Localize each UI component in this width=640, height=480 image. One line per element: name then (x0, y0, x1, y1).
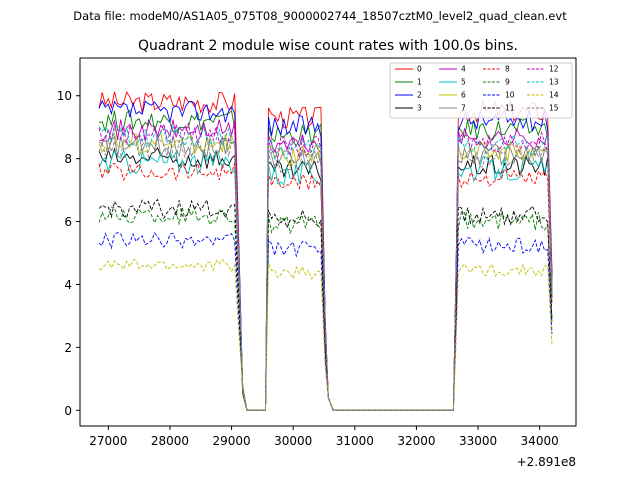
y-tick-label: 6 (64, 215, 72, 229)
series-line-12 (98, 121, 553, 411)
chart-title: Quadrant 2 module wise count rates with … (138, 38, 518, 54)
x-tick-label: 31000 (336, 434, 374, 448)
legend-label-3: 3 (417, 104, 422, 113)
x-axis: 27000 28000 29000 30000 31000 32000 33000 34000 (89, 426, 559, 448)
y-tick-label: 0 (64, 404, 72, 418)
series-line-14 (98, 258, 553, 411)
legend-label-7: 7 (461, 104, 466, 113)
legend-label-0: 0 (417, 65, 422, 74)
legend-label-5: 5 (461, 78, 466, 87)
legend-box (389, 62, 573, 119)
legend-label-15: 15 (549, 104, 559, 113)
series-line-15 (98, 137, 553, 411)
x-tick-label: 33000 (459, 434, 497, 448)
figure-suptitle: Data file: modeM0/AS1A05_075T08_90000027… (73, 9, 567, 23)
y-axis: 0 2 4 6 8 10 (57, 89, 80, 418)
x-tick-label: 27000 (89, 434, 127, 448)
x-tick-label: 32000 (397, 434, 435, 448)
series-line-13 (98, 125, 553, 411)
series-line-11 (98, 198, 553, 411)
legend-label-1: 1 (417, 78, 422, 87)
series-line-8 (98, 162, 553, 411)
series-line-10 (98, 232, 553, 411)
legend-label-9: 9 (505, 78, 510, 87)
legend-label-10: 10 (505, 91, 515, 100)
y-tick-label: 10 (57, 89, 72, 103)
legend-label-11: 11 (505, 104, 515, 113)
y-tick-label: 8 (64, 152, 72, 166)
series-line-7 (98, 134, 553, 411)
legend-label-6: 6 (461, 91, 466, 100)
plot-lines (98, 91, 553, 411)
x-tick-label: 29000 (212, 434, 250, 448)
y-tick-label: 4 (64, 278, 72, 292)
series-line-9 (98, 206, 553, 411)
series-line-5 (98, 149, 553, 411)
x-tick-label: 34000 (521, 434, 559, 448)
series-line-4 (99, 118, 553, 411)
x-tick-label: 30000 (274, 434, 312, 448)
x-offset-text: +2.891e8 (517, 455, 576, 469)
legend-label-12: 12 (549, 65, 559, 74)
legend-label-13: 13 (549, 78, 559, 87)
legend-label-14: 14 (549, 91, 559, 100)
axes-frame (79, 57, 577, 427)
legend-label-8: 8 (505, 65, 510, 74)
y-tick-label: 2 (64, 341, 72, 355)
legend-label-4: 4 (461, 65, 466, 74)
x-tick-label: 28000 (151, 434, 189, 448)
legend-label-2: 2 (417, 91, 422, 100)
